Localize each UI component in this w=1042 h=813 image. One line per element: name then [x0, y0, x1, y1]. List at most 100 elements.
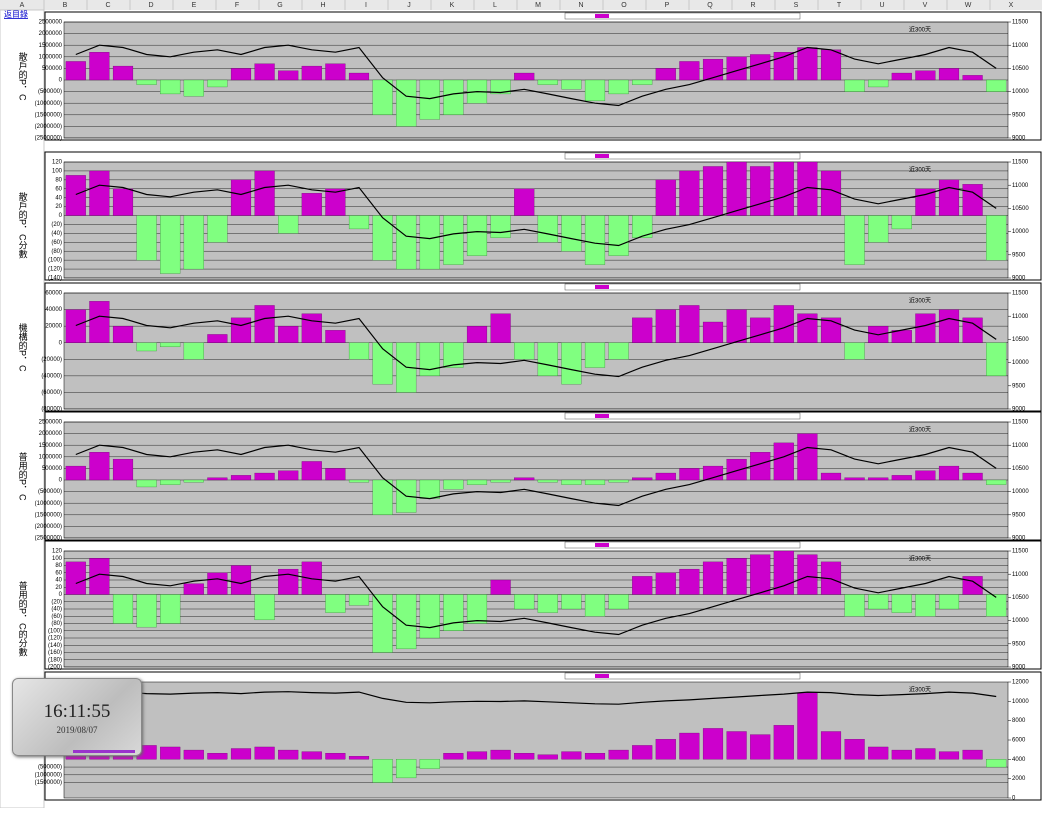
bar — [230, 565, 252, 595]
bar — [372, 79, 393, 115]
bar — [915, 313, 936, 343]
y-tick-label: 0 — [59, 478, 63, 484]
column-header: J — [407, 2, 411, 9]
y2-tick-label: 10000 — [1012, 360, 1029, 366]
legend-box — [564, 283, 801, 291]
clock-widget: 16:11:55 2019/08/07 — [12, 678, 142, 756]
bar — [254, 472, 275, 481]
bar — [797, 554, 818, 595]
bar — [891, 72, 912, 81]
bar — [726, 458, 747, 481]
bar — [938, 309, 960, 343]
bar — [419, 79, 440, 120]
bar — [207, 334, 228, 343]
y2-tick-label: 9000 — [1012, 665, 1026, 671]
index-line — [75, 184, 997, 247]
bar — [702, 166, 724, 216]
bar — [419, 759, 440, 769]
bar — [608, 215, 629, 256]
y2-tick-label: 9000 — [1012, 407, 1026, 413]
y2-tick-label: 10500 — [1012, 337, 1029, 343]
bar — [466, 594, 488, 624]
column-header: G — [277, 2, 282, 9]
y2-tick-label: 11000 — [1012, 183, 1029, 189]
column-header: W — [965, 2, 972, 9]
bar — [254, 170, 275, 216]
bar — [655, 572, 676, 595]
bar — [915, 70, 936, 81]
legend-swatch — [595, 674, 609, 678]
y-tick-label: (500000) — [38, 489, 62, 495]
y2-tick-label: 8000 — [1012, 718, 1026, 724]
bar — [868, 215, 889, 243]
bar — [301, 313, 322, 343]
column-header: D — [148, 2, 153, 9]
bar — [207, 79, 228, 88]
bar — [962, 75, 983, 81]
y-tick-label: (80000) — [41, 407, 62, 413]
bar — [679, 468, 700, 481]
column-header: T — [837, 2, 842, 9]
column-header: L — [493, 2, 497, 9]
column-header: K — [450, 2, 455, 9]
bar — [372, 594, 393, 653]
bar — [372, 215, 393, 261]
y2-tick-label: 9000 — [1012, 536, 1026, 542]
y2-tick-label: 11500 — [1012, 291, 1029, 297]
bar — [348, 342, 370, 360]
bar — [278, 325, 299, 343]
bar — [584, 479, 606, 485]
bar — [608, 79, 629, 95]
row-label-column — [0, 9, 45, 809]
index-line — [75, 44, 997, 107]
bar — [419, 594, 440, 639]
bar — [655, 309, 676, 343]
bar — [537, 479, 558, 483]
y-tick-label: (20) — [51, 222, 62, 228]
y-tick-label: (80) — [51, 249, 62, 255]
bar — [490, 579, 511, 595]
bar — [938, 465, 960, 481]
legend-box — [564, 672, 801, 680]
bar — [750, 166, 771, 216]
bar — [160, 479, 181, 485]
y-tick-label: 0 — [59, 592, 63, 598]
y-tick-label: 40000 — [45, 307, 62, 313]
bar — [514, 72, 535, 81]
y2-tick-label: 11000 — [1012, 314, 1029, 320]
bar — [986, 342, 1007, 377]
bar — [207, 572, 228, 595]
bar — [490, 79, 511, 95]
y-tick-label: (1000000) — [35, 501, 62, 507]
bar — [443, 479, 464, 490]
column-header: V — [923, 2, 928, 9]
y-tick-label: (1000000) — [35, 101, 62, 107]
row-label: 普用的P．C的分數 — [18, 580, 28, 658]
bar — [160, 594, 181, 624]
column-header: N — [578, 2, 583, 9]
bar — [584, 342, 606, 368]
y2-tick-label: 10000 — [1012, 489, 1029, 495]
bar — [466, 325, 488, 343]
bar — [820, 170, 842, 216]
bar — [89, 452, 110, 481]
bar — [183, 215, 204, 270]
index-line — [75, 315, 997, 378]
y-tick-label: 2500000 — [39, 20, 63, 26]
bar — [986, 479, 1007, 485]
y-tick-label: (2000000) — [35, 124, 62, 130]
y-tick-label: 60000 — [45, 291, 62, 297]
y-tick-label: (200) — [48, 665, 62, 671]
back-link[interactable]: 返目錄 — [4, 9, 28, 19]
y-tick-label: (20) — [51, 599, 62, 605]
bar — [348, 756, 370, 760]
bar — [608, 342, 629, 360]
bar — [773, 305, 794, 343]
y-tick-label: (40) — [51, 607, 62, 613]
bar — [561, 479, 582, 485]
bar — [254, 594, 275, 621]
clock-time: 16:11:55 — [43, 701, 111, 722]
bar — [561, 751, 582, 760]
bar — [160, 746, 181, 760]
bar — [230, 475, 252, 481]
